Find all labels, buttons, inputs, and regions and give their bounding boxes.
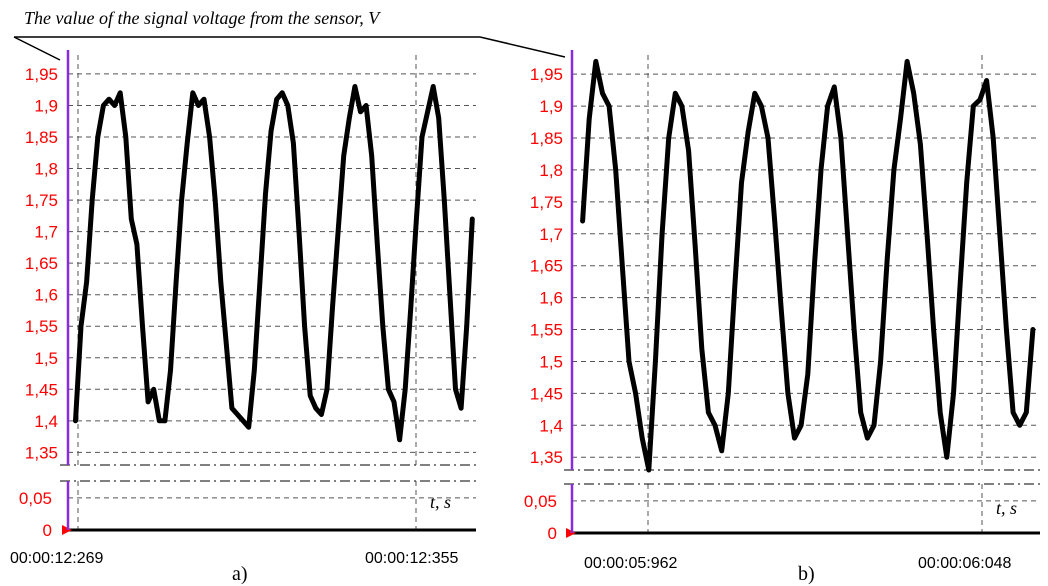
y-tick-label: 1,9 (539, 97, 563, 116)
y-tick-label: 1,5 (539, 352, 563, 371)
y-tick-label: 1,95 (530, 65, 563, 84)
y-tick-label: 1,95 (25, 65, 58, 84)
y-tick-label: 1,45 (530, 384, 563, 403)
y-tick-label: 1,55 (530, 321, 563, 340)
chart-panel-b: 1,95 1,9 1,85 1,8 1,75 1,7 1,65 1,6 1,55 1,5 1,45 1… (524, 50, 1040, 585)
y-tick-label: 1,4 (539, 416, 563, 435)
y-tick-label: 1,6 (34, 286, 58, 305)
y-tick-label: 1,35 (25, 443, 58, 462)
y-tick-label: 1,35 (530, 448, 563, 467)
figure-title: The value of the signal voltage from the… (24, 8, 381, 28)
y-tick-label: 1,9 (34, 96, 58, 115)
y-tick-label: 1,55 (25, 317, 58, 336)
chart-panel-a: 1,95 1,9 1,85 1,8 1,75 1,7 1,65 1,6 1,55 1,5 1,45 1… (10, 50, 476, 585)
y-tick-label: 0,05 (524, 492, 557, 511)
x-start-time-label: 00:00:12:269 (10, 550, 104, 567)
y-tick-label: 1,5 (34, 349, 58, 368)
x-axis-label: t, s (996, 498, 1017, 518)
y-tick-label: 1,45 (25, 380, 58, 399)
x-axis-label: t, s (430, 492, 451, 512)
y-tick-label: 1,75 (25, 191, 58, 210)
y-tick-label: 0,05 (19, 489, 52, 508)
y-tick-label: 1,65 (530, 257, 563, 276)
x-start-time-label: 00:00:05:962 (584, 555, 678, 572)
y-tick-label: 1,6 (539, 289, 563, 308)
y-tick-label: 0 (43, 521, 52, 540)
signal-series-line (73, 84, 475, 443)
y-tick-label: 1,85 (25, 128, 58, 147)
y-tick-label: 1,8 (539, 161, 563, 180)
y-tick-label: 1,65 (25, 254, 58, 273)
y-tick-label: 1,4 (34, 412, 58, 431)
y-tick-label: 1,7 (34, 223, 58, 242)
y-tick-label: 1,7 (539, 225, 563, 244)
y-tick-label: 1,8 (34, 160, 58, 179)
y-tick-label: 1,75 (530, 193, 563, 212)
panel-label: b) (798, 563, 815, 585)
x-end-time-label: 00:00:12:355 (365, 550, 459, 567)
signal-series-line (580, 58, 1036, 473)
x-end-time-label: 00:00:06:048 (918, 555, 1012, 572)
title-pointer (13, 36, 566, 61)
y-tick-label: 1,85 (530, 129, 563, 148)
panel-label: a) (232, 563, 248, 585)
y-tick-label: 0 (548, 524, 557, 543)
